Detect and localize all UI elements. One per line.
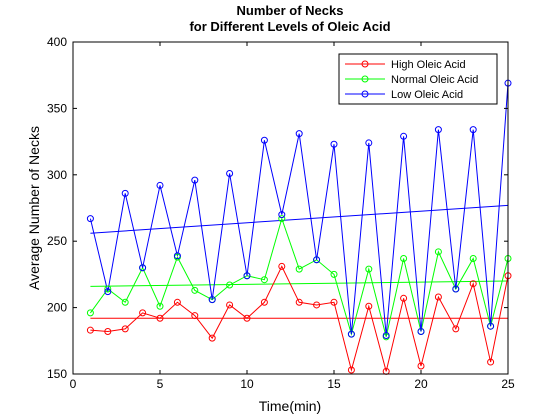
- data-point: [243, 314, 251, 322]
- data-point: [400, 132, 408, 140]
- data-point: [104, 285, 112, 293]
- data-point: [191, 176, 199, 184]
- chart-title-line-2: for Different Levels of Oleic Acid: [189, 19, 390, 34]
- data-point: [434, 126, 442, 134]
- chart-title-line-1: Number of Necks: [237, 3, 344, 18]
- data-point: [86, 309, 94, 317]
- data-point: [191, 286, 199, 294]
- data-point: [208, 296, 216, 304]
- data-point: [260, 136, 268, 144]
- data-points: [86, 79, 512, 375]
- data-point: [139, 309, 147, 317]
- data-point: [365, 139, 373, 147]
- series-line: [89, 83, 509, 336]
- data-point: [452, 325, 460, 333]
- series-lines: [89, 83, 509, 372]
- data-point: [121, 298, 129, 306]
- x-tick-label: 25: [501, 377, 515, 391]
- tick-labels: 0 5 10 15 20 25 150 200 250 300 350 400: [47, 35, 515, 391]
- data-point: [139, 264, 147, 272]
- data-point: [400, 294, 408, 302]
- legend: High Oleic Acid Normal Oleic Acid Low Olei…: [338, 53, 498, 105]
- data-point: [330, 298, 338, 306]
- legend-marker: [361, 75, 369, 83]
- data-point: [487, 358, 495, 366]
- data-point: [278, 215, 286, 223]
- data-point: [226, 169, 234, 177]
- x-tick-label: 0: [70, 377, 77, 391]
- legend-label: Low Oleic Acid: [391, 89, 463, 101]
- y-tick-label: 250: [47, 234, 67, 248]
- y-tick-label: 200: [47, 301, 67, 315]
- data-point: [347, 366, 355, 374]
- data-point: [417, 362, 425, 370]
- data-point: [191, 312, 199, 320]
- series-line: [90, 265, 509, 372]
- legend-marker: [361, 90, 369, 98]
- data-point: [156, 302, 164, 310]
- x-tick-label: 10: [240, 377, 254, 391]
- data-point: [104, 288, 112, 296]
- data-point: [365, 302, 373, 310]
- data-point: [208, 334, 216, 342]
- data-point: [469, 254, 477, 262]
- data-point: [260, 298, 268, 306]
- legend-marker: [361, 60, 369, 68]
- data-point: [104, 328, 112, 336]
- legend-label: Normal Oleic Acid: [391, 74, 478, 86]
- data-point: [295, 265, 303, 273]
- data-point: [156, 181, 164, 189]
- data-point: [365, 265, 373, 273]
- y-tick-label: 150: [47, 367, 67, 381]
- data-point: [278, 211, 286, 219]
- data-point: [313, 256, 321, 264]
- data-point: [226, 301, 234, 309]
- x-axis-label: Time(min): [259, 398, 321, 414]
- data-point: [382, 331, 390, 339]
- x-tick-label: 15: [327, 377, 341, 391]
- data-point: [173, 298, 181, 306]
- x-tick-label: 5: [157, 377, 164, 391]
- trend-line: [90, 204, 509, 234]
- data-point: [121, 325, 129, 333]
- data-point: [487, 322, 495, 330]
- data-point: [226, 281, 234, 289]
- data-point: [434, 248, 442, 256]
- data-point: [295, 130, 303, 138]
- trend-line: [90, 280, 509, 287]
- series-line: [89, 216, 509, 337]
- data-point: [156, 314, 164, 322]
- data-point: [452, 285, 460, 293]
- plot-frame: [72, 41, 509, 375]
- data-point: [260, 276, 268, 284]
- data-point: [434, 293, 442, 301]
- data-point: [295, 298, 303, 306]
- data-point: [400, 254, 408, 262]
- y-tick-label: 300: [47, 168, 67, 182]
- data-point: [86, 215, 94, 223]
- y-tick-label: 400: [47, 35, 67, 49]
- y-axis-label: Average Number of Necks: [26, 126, 42, 290]
- data-point: [86, 326, 94, 334]
- data-point: [469, 126, 477, 134]
- data-point: [278, 262, 286, 270]
- x-tick-label: 20: [414, 377, 428, 391]
- data-point: [330, 270, 338, 278]
- y-tick-label: 350: [47, 101, 67, 115]
- data-point: [313, 301, 321, 309]
- data-point: [173, 252, 181, 260]
- data-point: [330, 140, 338, 148]
- data-point: [347, 330, 355, 338]
- data-point: [469, 280, 477, 288]
- data-point: [121, 189, 129, 197]
- data-point: [417, 328, 425, 336]
- legend-label: High Oleic Acid: [391, 59, 466, 71]
- data-point: [243, 272, 251, 280]
